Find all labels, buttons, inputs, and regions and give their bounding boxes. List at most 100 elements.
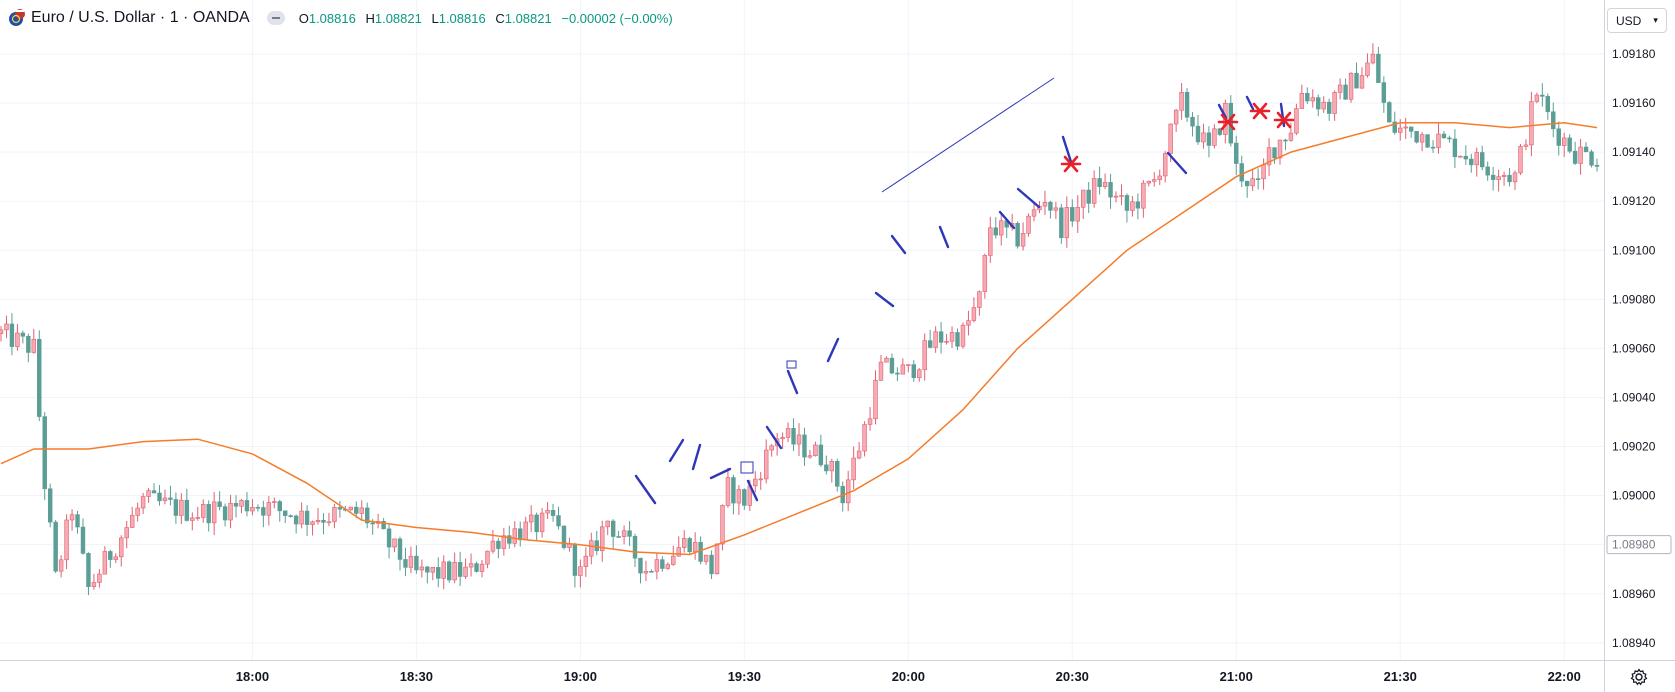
candle-body xyxy=(0,329,4,334)
candle-body xyxy=(736,489,742,504)
candle-body xyxy=(1490,174,1496,180)
candle-body xyxy=(1173,109,1179,125)
change-value: −0.00002 (−0.00%) xyxy=(561,10,673,26)
currency-selector[interactable]: USD ▾ xyxy=(1607,8,1667,33)
candle-body xyxy=(906,364,911,366)
candle-body xyxy=(528,514,534,523)
moving-average-layer xyxy=(0,121,1598,556)
candle-body xyxy=(250,507,255,512)
candle-body xyxy=(1239,163,1244,182)
candle-body xyxy=(971,307,977,321)
candle-body xyxy=(753,478,758,487)
candle-body xyxy=(785,428,791,438)
candle-body xyxy=(1567,137,1572,152)
candle-body xyxy=(1113,195,1119,198)
x-tick-label: 21:30 xyxy=(1384,669,1417,684)
candle-body xyxy=(157,492,162,502)
annotation-stroke xyxy=(786,369,799,395)
candle-body xyxy=(206,504,211,524)
candle-body xyxy=(1452,138,1458,158)
candle-body xyxy=(222,506,228,521)
candle-body xyxy=(135,507,140,516)
annotation-cross-mark xyxy=(1217,113,1239,131)
candle-body xyxy=(1365,62,1370,76)
candle-body xyxy=(37,338,42,417)
candle-body xyxy=(1146,181,1152,184)
candle-body xyxy=(1425,134,1430,148)
drawings-layer[interactable] xyxy=(634,77,1295,505)
candle-body xyxy=(1556,128,1561,146)
low-value: 1.08816 xyxy=(438,10,486,26)
annotation-stroke xyxy=(746,479,759,502)
candle-body xyxy=(687,538,692,553)
symbol-title[interactable]: Euro / U.S. Dollar · 1 · OANDA xyxy=(31,9,250,26)
candle-body xyxy=(425,566,430,573)
candle-body xyxy=(709,554,714,575)
annotation-stroke xyxy=(890,234,907,255)
candle-body xyxy=(960,324,966,347)
high-value: 1.08821 xyxy=(374,10,422,26)
candle-body xyxy=(1305,92,1310,102)
annotation-cross-stroke xyxy=(1276,111,1292,129)
hide-legend-button[interactable] xyxy=(266,11,285,25)
candle-body xyxy=(556,515,561,527)
candle-body xyxy=(75,514,80,528)
candle-body xyxy=(988,227,993,256)
candle-body xyxy=(1157,175,1162,180)
candle-body xyxy=(1512,172,1518,183)
annotation-stroke xyxy=(874,291,895,308)
candle-body xyxy=(824,464,829,472)
candle-body xyxy=(703,554,709,562)
candle-body xyxy=(1081,189,1086,208)
x-tick-label: 18:30 xyxy=(400,669,433,684)
annotation-stroke xyxy=(826,337,840,363)
candle-body xyxy=(605,520,610,528)
candle-body xyxy=(1529,101,1534,146)
candle-body xyxy=(1376,53,1381,83)
candle-body xyxy=(518,528,523,541)
annotation-cross-stroke xyxy=(1220,113,1236,131)
candle-body xyxy=(638,557,643,574)
candle-body xyxy=(277,501,282,512)
candle-body xyxy=(1387,102,1392,123)
candle-body xyxy=(452,562,457,581)
candle-body xyxy=(829,461,835,472)
candle-body xyxy=(430,567,436,573)
candle-body xyxy=(1332,92,1337,114)
candle-body xyxy=(386,528,392,548)
annotation-cross-stroke xyxy=(1063,155,1079,173)
candle-body xyxy=(15,332,20,347)
candle-body xyxy=(851,457,856,481)
candle-body xyxy=(91,582,97,587)
candle-body xyxy=(195,517,200,519)
candle-body xyxy=(1048,201,1053,211)
candle-body xyxy=(671,555,676,565)
candle-body xyxy=(1589,151,1594,166)
annotation-stroke xyxy=(634,474,657,505)
candle-body xyxy=(1042,201,1048,207)
candle-body xyxy=(856,450,862,459)
candle-body xyxy=(1299,92,1305,109)
annotation-box xyxy=(740,461,754,474)
candle-body xyxy=(293,515,299,525)
candle-body xyxy=(654,559,660,572)
candle-body xyxy=(949,332,955,342)
candle-body xyxy=(457,562,463,577)
candle-body xyxy=(1572,150,1578,164)
candle-body xyxy=(1130,201,1135,211)
candle-body xyxy=(266,502,272,516)
annotation-box xyxy=(786,360,797,369)
candle-body xyxy=(769,445,774,451)
candle-body xyxy=(1436,133,1441,148)
x-tick-label: 21:00 xyxy=(1220,669,1253,684)
annotation-cross-mark xyxy=(1060,155,1082,173)
gear-icon[interactable] xyxy=(1630,668,1648,686)
candle-body xyxy=(643,571,649,574)
annotation-cross-mark xyxy=(1273,111,1295,129)
candle-body xyxy=(217,501,222,507)
candle-body xyxy=(283,510,288,516)
candle-body xyxy=(578,566,583,576)
y-tick-label: 1.09120 xyxy=(1612,194,1656,208)
candle-body xyxy=(1091,178,1097,204)
